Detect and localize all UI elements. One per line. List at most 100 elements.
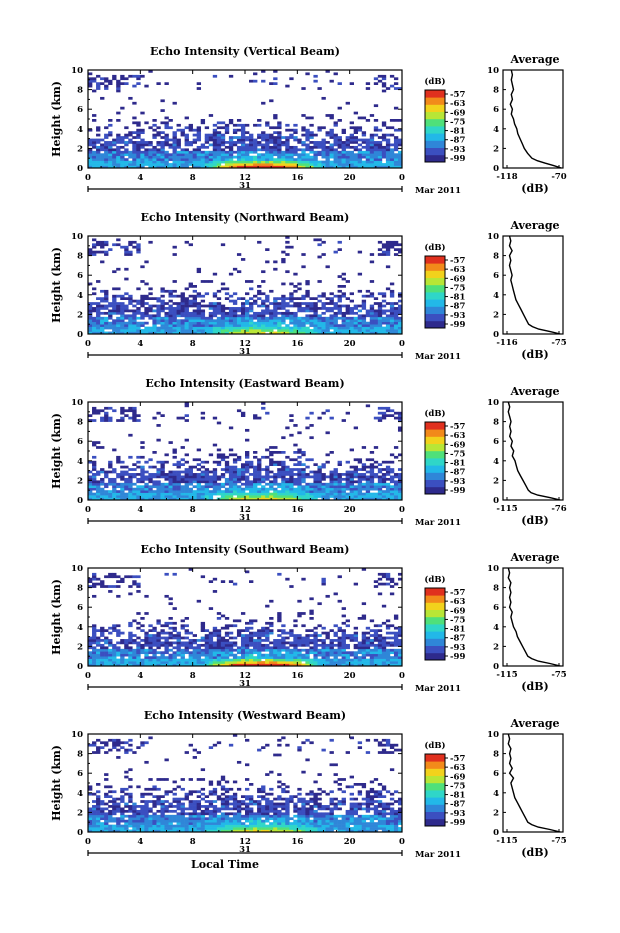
heatmap-cell [132,151,136,154]
heatmap-cell [297,478,301,481]
heatmap-cell [185,404,189,407]
heatmap-cell [394,139,398,142]
heatmap-cell [156,126,160,129]
heatmap-cell [173,295,177,298]
heatmap-cell [297,476,301,479]
heatmap-cell [390,305,394,308]
heatmap-cell [229,480,233,483]
heatmap-cell [317,144,321,147]
heatmap-cell [366,627,370,630]
heatmap-cell [201,156,205,159]
heatmap-cell [350,134,354,137]
heatmap-cell [277,327,281,330]
heatmap-cell [185,314,189,317]
heatmap-cell [269,317,273,320]
heatmap-cell [156,661,160,664]
heatmap-cell [277,161,281,164]
heatmap-cell [354,480,358,483]
heatmap-cell [225,656,229,659]
heatmap-cell [362,654,366,657]
heatmap-cell [261,148,265,151]
heatmap-cell [382,468,386,471]
y-tick-label: 4 [77,291,83,301]
heatmap-cell [313,144,317,147]
heatmap-cell [394,153,398,156]
heatmap-cell [281,295,285,298]
heatmap-cell [374,629,378,632]
heatmap-cell [257,483,261,486]
heatmap-cell [358,153,362,156]
heatmap-cell [193,458,197,461]
heatmap-cell [197,131,201,134]
heatmap-cell [148,495,152,498]
heatmap-cell [277,651,281,654]
heatmap-cell [245,661,249,664]
heatmap-cell [128,473,132,476]
heatmap-cell [124,659,128,662]
heatmap-cell [334,134,338,137]
heatmap-cell [229,119,233,122]
heatmap-cell [164,144,168,147]
heatmap-cell [201,295,205,298]
heatmap-cell [148,307,152,310]
heatmap-cell [317,480,321,483]
heatmap-cell [326,654,330,657]
heatmap-cell [374,119,378,122]
heatmap-cell [229,624,233,627]
heatmap-cell [225,324,229,327]
heatmap-cell [205,485,209,488]
heatmap-cell [330,649,334,652]
heatmap-cell [301,126,305,129]
heatmap-cell [221,649,225,652]
heatmap-cell [273,82,277,85]
heatmap-cell [249,80,253,83]
heatmap-cell [144,310,148,313]
heatmap-cell [116,329,120,332]
heatmap-cell [213,490,217,493]
heatmap-cell [374,483,378,486]
heatmap-cell [313,307,317,310]
heatmap-cell [277,319,281,322]
heatmap-cell [261,478,265,481]
heatmap-cell [358,305,362,308]
heatmap-cell [277,329,281,332]
heatmap-cell [100,243,104,246]
heatmap-cell [108,82,112,85]
heatmap-cell [317,319,321,322]
heatmap-cell [169,471,173,474]
heatmap-cell [229,163,233,166]
heatmap-cell [124,305,128,308]
heatmap-cell [237,322,241,325]
heatmap-cell [189,656,193,659]
heatmap-cell [386,314,390,317]
heatmap-cell [358,317,362,320]
heatmap-cell [100,585,104,588]
heatmap-cell [201,627,205,630]
heatmap-cell [177,463,181,466]
heatmap-cell [362,141,366,144]
heatmap-cell [193,473,197,476]
heatmap-cell [108,654,112,657]
heatmap-cell [245,280,249,283]
heatmap-cell [313,302,317,305]
heatmap-cell [169,495,173,498]
heatmap-cell [185,468,189,471]
heatmap-cell [152,148,156,151]
heatmap-cell [92,627,96,630]
heatmap-cell [289,146,293,149]
heatmap-cell [281,156,285,159]
heatmap-cell [289,414,293,417]
heatmap-cell [338,493,342,496]
heatmap-cell [297,307,301,310]
heatmap-cell [221,322,225,325]
heatmap-cell [100,290,104,293]
heatmap-cell [104,575,108,578]
heatmap-cell [169,292,173,295]
heatmap-cell [189,644,193,647]
heatmap-cell [156,488,160,491]
heatmap-cell [181,480,185,483]
heatmap-cell [382,654,386,657]
heatmap-cell [281,656,285,659]
heatmap-cell [152,151,156,154]
heatmap-cell [378,158,382,161]
